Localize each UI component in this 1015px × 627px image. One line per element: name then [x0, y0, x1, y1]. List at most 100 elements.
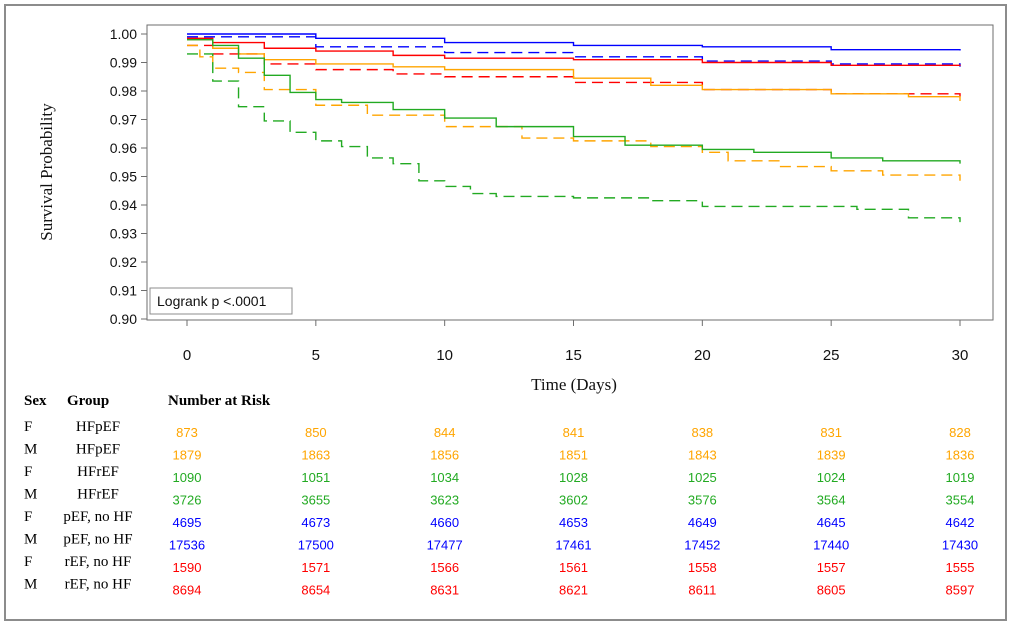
- risk-row-group: rEF, no HF: [65, 577, 132, 593]
- risk-count: 4649: [688, 515, 717, 530]
- risk-count: 8621: [559, 583, 588, 598]
- risk-count: 8654: [301, 583, 330, 598]
- risk-count: 8597: [946, 583, 975, 598]
- x-tick-label: 15: [565, 347, 582, 364]
- survival-curve-8: [187, 53, 961, 223]
- risk-count: 4645: [817, 515, 846, 530]
- y-tick-label: 0.94: [110, 197, 137, 213]
- x-tick-label: 30: [952, 347, 969, 364]
- risk-row-group: rEF, no HF: [65, 554, 132, 570]
- risk-count: 3655: [301, 493, 330, 508]
- risk-count: 8631: [430, 583, 459, 598]
- risk-count: 17440: [813, 538, 849, 553]
- risk-row-group: pEF, no HF: [63, 509, 132, 525]
- risk-row-group: pEF, no HF: [63, 532, 132, 548]
- risk-row-sex: M: [24, 442, 37, 458]
- survival-curves: [187, 33, 961, 223]
- risk-count: 17452: [684, 538, 720, 553]
- risk-count: 3564: [817, 493, 846, 508]
- survival-curve-1: [187, 33, 961, 51]
- y-tick-label: 0.92: [110, 254, 137, 270]
- y-tick-label: 0.97: [110, 112, 137, 128]
- survival-curve-7: [187, 39, 961, 164]
- risk-count: 850: [305, 425, 327, 440]
- risk-count: 1571: [301, 560, 330, 575]
- y-tick-label: 0.96: [110, 140, 137, 156]
- risk-row-sex: M: [24, 532, 37, 548]
- y-tick-label: 0.90: [110, 311, 137, 327]
- risk-count: 8694: [173, 583, 202, 598]
- risk-count: 1025: [688, 470, 717, 485]
- risk-count: 1566: [430, 560, 459, 575]
- risk-count: 1051: [301, 470, 330, 485]
- risk-count: 1024: [817, 470, 846, 485]
- risk-count: 841: [563, 425, 585, 440]
- risk-count: 1843: [688, 448, 717, 463]
- risk-count: 1851: [559, 448, 588, 463]
- logrank-box: [149, 287, 293, 315]
- risk-header-group: Group: [67, 393, 109, 409]
- risk-row-group: HFrEF: [77, 464, 119, 480]
- risk-row-sex: F: [24, 509, 32, 525]
- risk-row-group: HFpEF: [76, 442, 120, 458]
- risk-count: 1034: [430, 470, 459, 485]
- risk-count: 3726: [173, 493, 202, 508]
- risk-count: 1836: [946, 448, 975, 463]
- risk-table: Sex Group Number at Risk F HFpEF 873 850 844…: [24, 393, 978, 598]
- risk-count: 17430: [942, 538, 978, 553]
- y-tick-label: 1.00: [110, 26, 137, 42]
- y-tick-label: 0.98: [110, 83, 137, 99]
- risk-count: 1856: [430, 448, 459, 463]
- risk-row-group: HFpEF: [76, 419, 120, 435]
- risk-count: 1028: [559, 470, 588, 485]
- risk-count: 4695: [173, 515, 202, 530]
- risk-count: 1561: [559, 560, 588, 575]
- logrank-text: Logrank p <.0001: [157, 293, 267, 309]
- risk-count: 1839: [817, 448, 846, 463]
- x-tick-label: 5: [312, 347, 320, 364]
- risk-count: 17461: [555, 538, 591, 553]
- risk-count: 1557: [817, 560, 846, 575]
- risk-count: 828: [949, 425, 971, 440]
- x-tick-label: 0: [183, 347, 191, 364]
- risk-count: 1019: [946, 470, 975, 485]
- x-tick-label: 20: [694, 347, 711, 364]
- risk-header-number: Number at Risk: [168, 393, 271, 409]
- risk-count: 3623: [430, 493, 459, 508]
- risk-count: 3576: [688, 493, 717, 508]
- risk-count: 4642: [946, 515, 975, 530]
- risk-count: 1558: [688, 560, 717, 575]
- risk-count: 8611: [688, 583, 716, 598]
- risk-count: 4673: [301, 515, 330, 530]
- risk-count: 1090: [173, 470, 202, 485]
- risk-row-sex: F: [24, 464, 32, 480]
- risk-row-sex: M: [24, 577, 37, 593]
- risk-count: 873: [176, 425, 198, 440]
- risk-row-sex: M: [24, 487, 37, 503]
- risk-rows: F HFpEF 873 850 844 841 838 831 828 M HFpEF 1879 186…: [24, 419, 978, 598]
- risk-count: 1879: [173, 448, 202, 463]
- x-axis-label: Time (Days): [531, 375, 617, 394]
- risk-count: 831: [820, 425, 842, 440]
- y-axis-label: Survival Probability: [37, 103, 56, 241]
- risk-count: 17500: [298, 538, 334, 553]
- risk-count: 838: [691, 425, 713, 440]
- y-tick-label: 0.95: [110, 169, 137, 185]
- x-tick-label: 10: [436, 347, 453, 364]
- risk-count: 17477: [427, 538, 463, 553]
- logrank-annotation: Logrank p <.0001: [149, 287, 293, 315]
- risk-count: 1555: [946, 560, 975, 575]
- risk-count: 4660: [430, 515, 459, 530]
- x-axis: 0 5 10 15 20 25 30: [183, 320, 969, 364]
- risk-count: 3602: [559, 493, 588, 508]
- y-axis: 0.90 0.91 0.92 0.93 0.94 0.95 0.96 0.97 0.98 0.99…: [110, 26, 147, 327]
- risk-count: 1590: [173, 560, 202, 575]
- survival-curve-3: [187, 37, 961, 67]
- x-tick-label: 25: [823, 347, 840, 364]
- y-tick-label: 0.93: [110, 226, 137, 242]
- risk-row-sex: F: [24, 554, 32, 570]
- risk-count: 3554: [946, 493, 975, 508]
- risk-count: 844: [434, 425, 456, 440]
- risk-count: 4653: [559, 515, 588, 530]
